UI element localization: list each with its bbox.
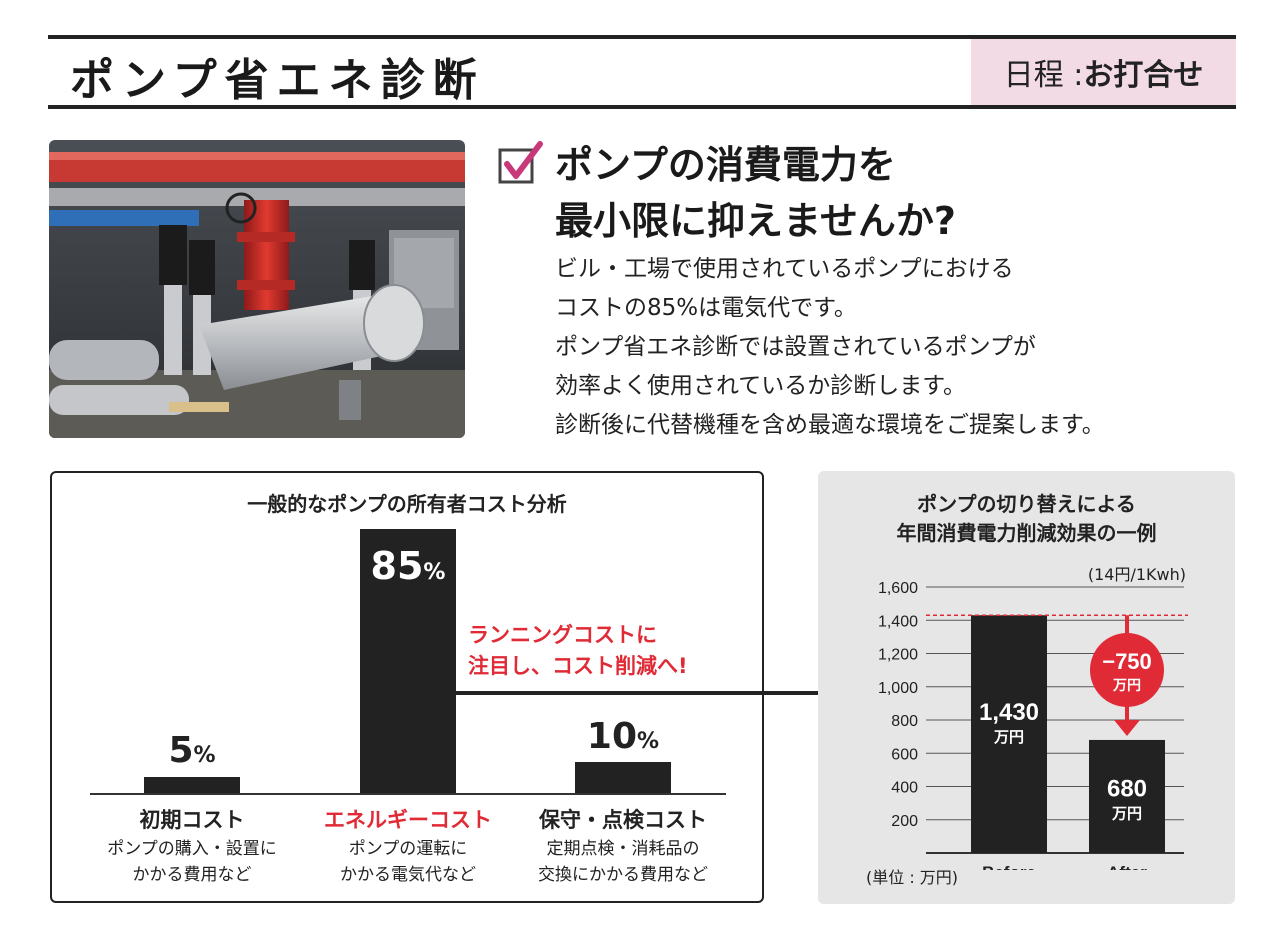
reduction-badge <box>1090 633 1164 707</box>
callout-line-1: ランニングコストに <box>468 623 657 647</box>
desc-energy-cost: ポンプの運転に かかる電気代など <box>340 839 476 885</box>
schedule-badge: 日程 : お打合せ <box>971 39 1236 105</box>
y-tick-label: 800 <box>891 713 918 730</box>
pct-initial: 5% <box>168 730 216 771</box>
label-maintenance-cost: 保守・点検コスト <box>539 808 707 832</box>
effect-bar-chart: 200 400 600 800 1,000 1,200 1,400 1,600 1,430 万円 B… <box>878 580 1188 870</box>
running-cost-callout: ランニングコストに 注目し、コスト削減へ! <box>468 620 688 682</box>
cost-analysis-title: 一般的なポンプの所有者コスト分析 <box>247 492 567 516</box>
intro-line: 診断後に代替機種を含め最適な環境をご提案します。 <box>555 412 1105 438</box>
intro-line: ビル・工場で使用されているポンプにおける <box>555 256 1014 282</box>
y-tick-label: 600 <box>891 746 918 763</box>
header-top-rule <box>48 35 1236 39</box>
effect-title: ポンプの切り替えによる 年間消費電力削減効果の一例 <box>818 490 1235 548</box>
y-tick-label: 400 <box>891 780 918 797</box>
effect-title-line-1: ポンプの切り替えによる <box>917 492 1136 516</box>
schedule-label: 日程 : <box>1003 58 1084 93</box>
schedule-value: お打合せ <box>1083 58 1204 93</box>
pump-room-photo <box>49 140 465 438</box>
bar-before <box>971 615 1047 853</box>
bar-maintenance-cost <box>575 762 671 794</box>
bar-value-label: 680 <box>1107 775 1147 802</box>
callout-line-2: 注目し、コスト削減へ! <box>468 654 688 678</box>
cost-baseline <box>90 793 726 795</box>
pct-maintenance: 10% <box>586 716 660 757</box>
y-tick-label: 1,400 <box>878 613 918 630</box>
intro-line: コストの85%は電気代です。 <box>555 295 857 321</box>
headline: ポンプの消費電力を 最小限に抑えませんか? <box>555 137 956 249</box>
cost-analysis-panel <box>50 471 764 903</box>
y-tick-label: 1,200 <box>878 647 918 664</box>
arrow-right-icon <box>455 677 856 709</box>
x-tick-label: After <box>1107 863 1147 870</box>
headline-line-1: ポンプの消費電力を <box>555 143 896 187</box>
header-bottom-rule <box>48 105 1236 109</box>
desc-maintenance-cost: 定期点検・消耗品の 交換にかかる費用など <box>538 839 708 885</box>
label-initial-cost: 初期コスト <box>139 808 245 832</box>
x-tick-label: Before <box>982 863 1036 870</box>
bar-energy-cost <box>360 529 456 794</box>
intro-body: ビル・工場で使用されているポンプにおける コストの85%は電気代です。 ポンプ省… <box>555 250 1105 445</box>
bar-value-label: 1,430 <box>979 699 1039 726</box>
label-energy-cost: エネルギーコスト <box>324 808 492 832</box>
bar-unit-label: 万円 <box>1111 804 1142 822</box>
intro-line: ポンプ省エネ診断では設置されているポンプが <box>555 334 1036 360</box>
bar-initial-cost <box>144 777 240 794</box>
pct-energy: 85% <box>370 544 446 588</box>
rate-note: (14円/1Kwh) <box>1087 565 1186 584</box>
bar-unit-label: 万円 <box>993 728 1024 746</box>
effect-title-line-2: 年間消費電力削減効果の一例 <box>896 521 1157 545</box>
desc-initial-cost: ポンプの購入・設置に かかる費用など <box>107 839 277 885</box>
reduction-unit: 万円 <box>1112 678 1141 694</box>
checkbox-icon <box>498 140 544 190</box>
bar-after <box>1089 739 1165 853</box>
unit-label: (単位 : 万円) <box>866 868 959 887</box>
y-tick-label: 200 <box>891 813 918 830</box>
y-tick-label: 1,600 <box>878 580 918 597</box>
reduction-value: −750 <box>1102 649 1152 674</box>
intro-line: 効率よく使用されているか診断します。 <box>555 373 967 399</box>
reduction-arrow-head <box>1114 719 1140 736</box>
headline-line-2: 最小限に抑えませんか? <box>555 199 956 243</box>
y-tick-label: 1,000 <box>878 680 918 697</box>
page-title: ポンプ省エネ診断 <box>70 55 485 106</box>
